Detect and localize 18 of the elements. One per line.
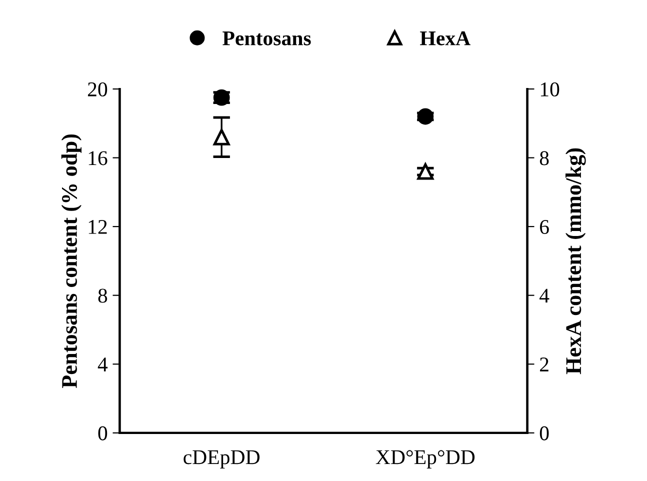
y-axis-title: Pentosans content (% odp)	[61, 134, 82, 388]
y2-tick-label: 2	[540, 358, 548, 372]
y2-tick-label: 4	[540, 288, 550, 303]
x-tick-label: cDEpDD	[184, 450, 260, 468]
x-tick-label: XD°Ep°DD	[376, 450, 475, 468]
y2-tick-label: 10	[540, 82, 560, 96]
y-tick-label: 20	[88, 82, 108, 96]
y2-tick-label: 8	[540, 151, 549, 166]
y-tick-label: 8	[98, 288, 108, 303]
legend-label: Pentosans	[222, 32, 311, 46]
y2-tick-label: 6	[540, 220, 549, 234]
y-tick-label: 0	[98, 426, 108, 440]
y-tick-label: 4	[98, 358, 108, 372]
y-tick-label: 16	[88, 151, 108, 166]
legend-label: HexA	[420, 31, 470, 46]
y2-tick-label: 0	[540, 426, 549, 440]
y-tick-label: 12	[88, 220, 107, 234]
y2-axis-title: HexA content (mmo/kg)	[566, 148, 586, 374]
